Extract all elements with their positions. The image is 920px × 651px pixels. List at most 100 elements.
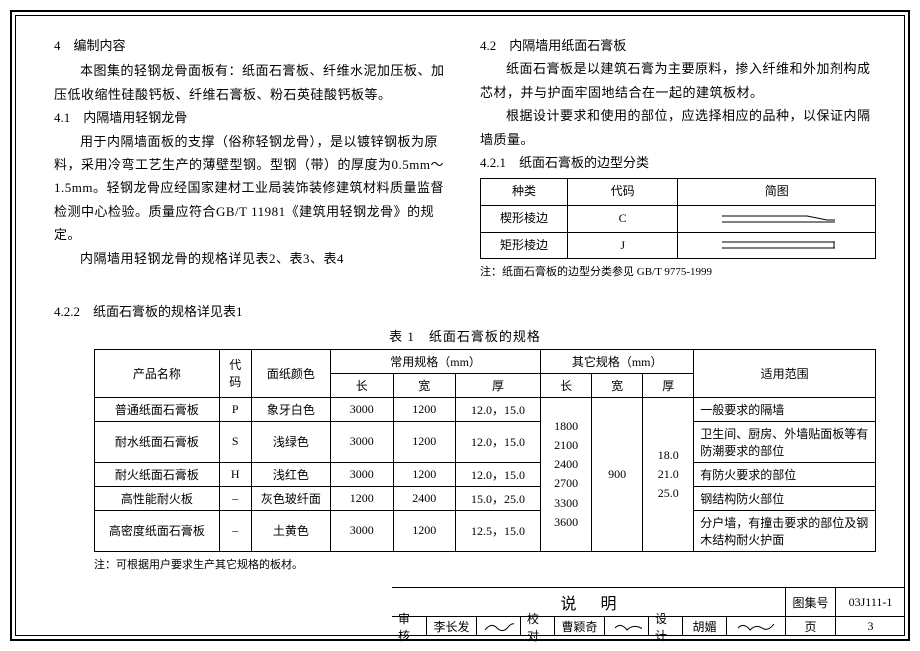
cell-scope: 有防火要求的部位: [694, 462, 876, 486]
table-row: 耐水纸面石膏板 S 浅绿色 3000 1200 12.0，15.0 卫生间、厨房…: [95, 421, 876, 462]
label-jiaodui: 校对: [520, 616, 554, 636]
sec42-p2: 根据设计要求和使用的部位，应选择相应的品种，以保证内隔墙质量。: [480, 104, 876, 151]
right-column: 4.2 内隔墙用纸面石膏板 纸面石膏板是以建筑石膏为主要原料，掺入纤维和外加剂构…: [480, 34, 876, 283]
signature-icon: [483, 620, 514, 634]
sec421-note: 注：纸面石膏板的边型分类参见 GB/T 9775-1999: [480, 263, 876, 283]
cell-wid: 1200: [393, 462, 455, 486]
sec42-p1: 纸面石膏板是以建筑石膏为主要原料，掺入纤维和外加剂构成芯材，并与护面牢固地结合在…: [480, 57, 876, 104]
cell-code: –: [219, 486, 251, 510]
cell-diagram-wedge: [678, 205, 876, 232]
cell-wid: 1200: [393, 510, 455, 551]
sec41-p1: 用于内隔墙面板的支撑（俗称轻钢龙骨），是以镀锌钢板为原料，采用冷弯工艺生产的薄壁…: [54, 130, 450, 247]
label-shenhe: 审核: [392, 616, 426, 636]
table-row: 耐火纸面石膏板 H 浅红色 3000 1200 12.0，15.0 有防火要求的…: [95, 462, 876, 486]
edge-type-table: 种类 代码 简图 楔形棱边 C 矩形棱边 J: [480, 178, 876, 259]
table-row: 楔形棱边 C: [481, 205, 876, 232]
cell-color: 灰色玻纤面: [251, 486, 330, 510]
cell-code: P: [219, 397, 251, 421]
cell-name: 耐水纸面石膏板: [95, 421, 220, 462]
tb-row-2: 审核 李长发 校对 曹颖奇 设计 胡媚 页 3: [392, 616, 905, 636]
tb-row-1: 说明 图集号 03J111-1: [392, 588, 905, 616]
sig-jiaodui: [604, 616, 648, 636]
table-row: 产品名称 代码 面纸颜色 常用规格（mm） 其它规格（mm） 适用范围: [95, 349, 876, 373]
th-code: 代码: [567, 179, 678, 206]
cell-code: C: [567, 205, 678, 232]
cell-other-len: 180021002400270033003600: [541, 397, 592, 551]
cell-scope: 钢结构防火部位: [694, 486, 876, 510]
left-column: 4 编制内容 本图集的轻钢龙骨面板有：纸面石膏板、纤维水泥加压板、加压低收缩性硅…: [54, 34, 450, 283]
cell-name: 普通纸面石膏板: [95, 397, 220, 421]
two-column-layout: 4 编制内容 本图集的轻钢龙骨面板有：纸面石膏板、纤维水泥加压板、加压低收缩性硅…: [54, 34, 876, 283]
label-tuji: 图集号: [785, 588, 835, 616]
signature-icon: [736, 620, 776, 634]
title-block: 说明 图集号 03J111-1 审核 李长发 校对 曹颖奇 设计 胡媚 页 3: [392, 587, 905, 636]
table1: 产品名称 代码 面纸颜色 常用规格（mm） 其它规格（mm） 适用范围 长 宽 …: [94, 349, 876, 552]
cell-wid: 2400: [393, 486, 455, 510]
table1-title: 表 1 纸面石膏板的规格: [54, 326, 876, 345]
cell-color: 浅绿色: [251, 421, 330, 462]
sig-sheji: [726, 616, 785, 636]
cell-wid: 1200: [393, 421, 455, 462]
wedge-edge-icon: [717, 213, 837, 225]
th-other: 其它规格（mm）: [541, 349, 694, 373]
val-ye: 3: [835, 616, 905, 636]
sig-shenhe: [476, 616, 520, 636]
cell-color: 浅红色: [251, 462, 330, 486]
th-name: 产品名称: [95, 349, 220, 397]
signature-icon: [611, 620, 642, 634]
th-thk2: 厚: [643, 373, 694, 397]
cell-thk: 15.0，25.0: [455, 486, 540, 510]
cell-scope: 分户墙，有撞击要求的部位及钢木结构耐火护面: [694, 510, 876, 551]
cell-code: H: [219, 462, 251, 486]
rect-edge-icon: [717, 239, 837, 251]
th-code: 代码: [219, 349, 251, 397]
cell-code: J: [567, 232, 678, 259]
sec421-heading: 4.2.1 纸面石膏板的边型分类: [480, 151, 876, 174]
cell-type: 矩形棱边: [481, 232, 568, 259]
cell-scope: 一般要求的隔墙: [694, 397, 876, 421]
cell-name: 高密度纸面石膏板: [95, 510, 220, 551]
val-sheji: 胡媚: [682, 616, 726, 636]
table-row: 高密度纸面石膏板 – 土黄色 3000 1200 12.5，15.0 分户墙，有…: [95, 510, 876, 551]
cell-thk: 12.0，15.0: [455, 421, 540, 462]
cell-thk: 12.0，15.0: [455, 397, 540, 421]
sec42-heading: 4.2 内隔墙用纸面石膏板: [480, 34, 876, 57]
table-row: 矩形棱边 J: [481, 232, 876, 259]
val-tuji: 03J111-1: [835, 588, 905, 616]
table1-note: 注：可根据用户要求生产其它规格的板材。: [94, 556, 876, 572]
cell-type: 楔形棱边: [481, 205, 568, 232]
cell-code: –: [219, 510, 251, 551]
th-wid2: 宽: [592, 373, 643, 397]
cell-len: 3000: [331, 421, 393, 462]
outer-frame: 4 编制内容 本图集的轻钢龙骨面板有：纸面石膏板、纤维水泥加压板、加压低收缩性硅…: [10, 10, 910, 641]
drawing-title: 说明: [392, 588, 785, 616]
cell-len: 3000: [331, 510, 393, 551]
sec41-p2: 内隔墙用轻钢龙骨的规格详见表2、表3、表4: [54, 247, 450, 270]
label-ye: 页: [785, 616, 835, 636]
cell-other-wid: 900: [592, 397, 643, 551]
cell-len: 1200: [331, 486, 393, 510]
cell-scope: 卫生间、厨房、外墙贴面板等有防潮要求的部位: [694, 421, 876, 462]
th-len2: 长: [541, 373, 592, 397]
val-shenhe: 李长发: [426, 616, 476, 636]
inner-frame: 4 编制内容 本图集的轻钢龙骨面板有：纸面石膏板、纤维水泥加压板、加压低收缩性硅…: [15, 15, 905, 636]
cell-wid: 1200: [393, 397, 455, 421]
th-len: 长: [331, 373, 393, 397]
cell-len: 3000: [331, 397, 393, 421]
cell-other-thk: 18.021.025.0: [643, 397, 694, 551]
cell-color: 象牙白色: [251, 397, 330, 421]
sec422-heading: 4.2.2 纸面石膏板的规格详见表1: [54, 301, 876, 320]
sec41-heading: 4.1 内隔墙用轻钢龙骨: [54, 106, 450, 129]
cell-diagram-rect: [678, 232, 876, 259]
th-color: 面纸颜色: [251, 349, 330, 397]
cell-code: S: [219, 421, 251, 462]
val-jiaodui: 曹颖奇: [554, 616, 604, 636]
cell-len: 3000: [331, 462, 393, 486]
th-wid: 宽: [393, 373, 455, 397]
cell-color: 土黄色: [251, 510, 330, 551]
sec4-heading: 4 编制内容: [54, 34, 450, 57]
label-sheji: 设计: [648, 616, 682, 636]
th-thk: 厚: [455, 373, 540, 397]
th-common: 常用规格（mm）: [331, 349, 541, 373]
cell-thk: 12.5，15.0: [455, 510, 540, 551]
